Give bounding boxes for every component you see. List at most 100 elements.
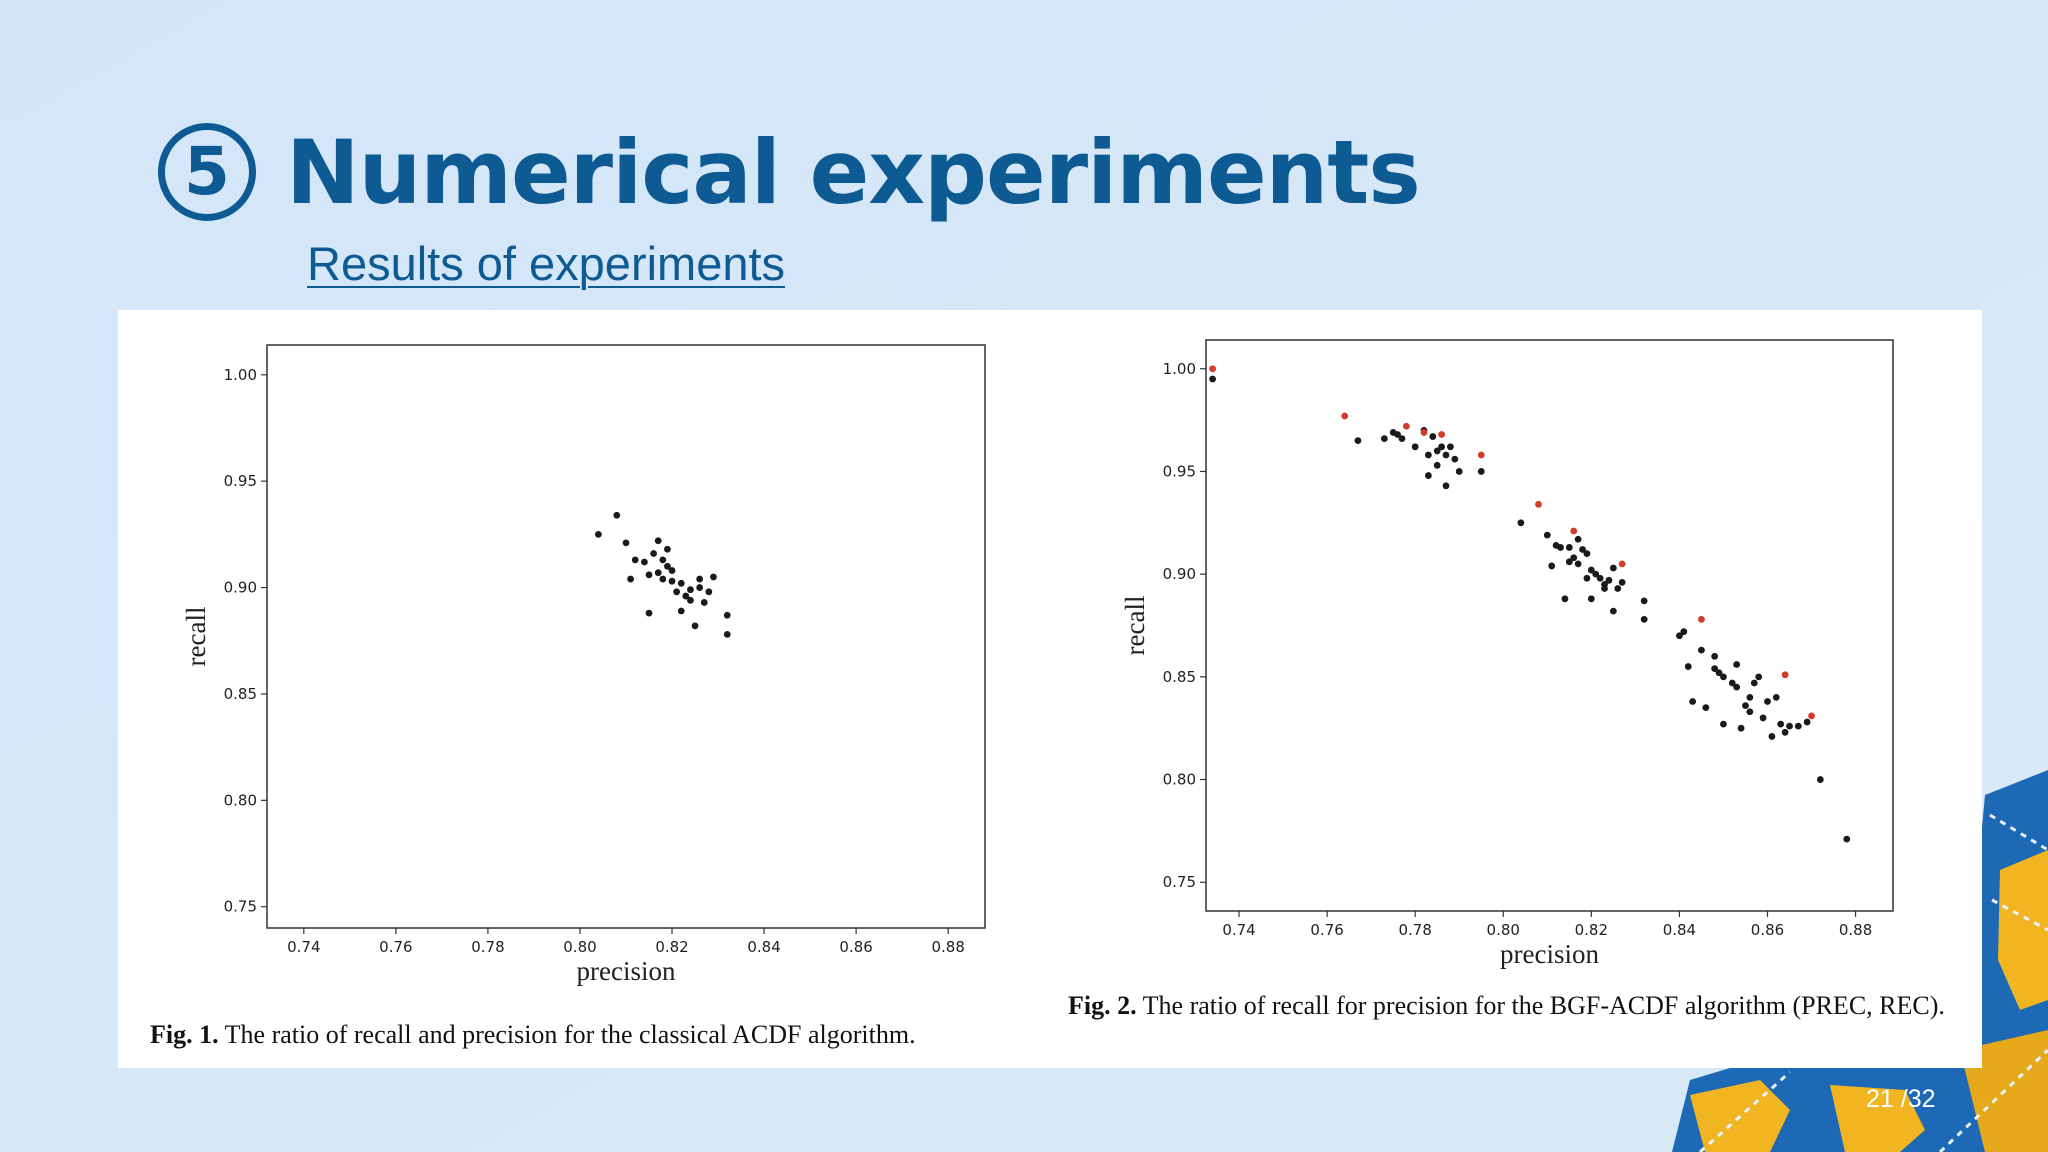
- data-point-black: [1433, 447, 1441, 455]
- x-axis-label: precision: [577, 956, 676, 986]
- data-point-black: [687, 596, 694, 604]
- data-point-black: [631, 556, 639, 564]
- chart-1: 0.74 0.76 0.78 0.80 0.82 0.84 0.86 0.88 0.75 0.80…: [181, 344, 986, 986]
- data-point-black: [696, 584, 704, 591]
- data-point-black: [1587, 595, 1595, 603]
- data-point-black: [1711, 652, 1719, 660]
- data-point-black: [1565, 544, 1573, 551]
- fig2-caption: Fig. 2. The ratio of recall for precisio…: [1068, 989, 1960, 1022]
- data-point-black: [723, 630, 731, 638]
- data-point-black: [1715, 669, 1723, 677]
- fig1-caption-text: The ratio of recall and precision for th…: [224, 1020, 916, 1049]
- data-point-black: [1583, 574, 1591, 582]
- data-point-black: [1429, 433, 1437, 440]
- data-point-black: [1477, 468, 1485, 475]
- data-point-black: [613, 511, 621, 519]
- data-point-black: [1618, 578, 1626, 586]
- data-point-black: [1816, 776, 1824, 783]
- x-tick-label: 0.76: [1310, 921, 1343, 939]
- data-point-black: [668, 567, 676, 574]
- data-point-black: [682, 592, 690, 600]
- data-point-black: [705, 588, 713, 596]
- x-tick-label: 0.78: [471, 938, 504, 956]
- data-point-black: [1609, 564, 1617, 572]
- data-point-black: [668, 577, 676, 585]
- data-point-black: [594, 530, 602, 538]
- data-point-black: [1680, 628, 1688, 636]
- data-point-black: [1786, 722, 1793, 730]
- title-text: Numerical experiments: [286, 120, 1421, 224]
- data-point-black: [1768, 733, 1776, 740]
- y-axis-label: recall: [1120, 596, 1150, 656]
- data-point-black: [673, 588, 681, 596]
- data-point-black: [654, 537, 662, 545]
- data-point-black: [696, 575, 704, 583]
- data-point-black: [1605, 576, 1613, 584]
- data-point-black: [1843, 835, 1851, 843]
- slide-title: 5 Numerical experiments: [158, 112, 1421, 232]
- subtitle-link[interactable]: Results of experiments: [307, 237, 786, 290]
- data-point-red: [1698, 615, 1705, 623]
- fig1-caption: Fig. 1. The ratio of recall and precisio…: [150, 1018, 1110, 1051]
- data-point-black: [1398, 435, 1406, 442]
- x-tick-label: 0.86: [839, 938, 872, 956]
- data-point-black: [1565, 558, 1573, 566]
- data-point-black: [1579, 546, 1586, 553]
- y-tick-label: 0.80: [224, 791, 257, 809]
- data-point-black: [1442, 451, 1450, 459]
- x-tick-label: 0.82: [1575, 921, 1608, 939]
- data-point-black: [1764, 698, 1771, 705]
- data-point-black: [1394, 431, 1401, 438]
- data-point-black: [1447, 443, 1454, 451]
- data-point-black: [641, 558, 648, 566]
- data-point-black: [1543, 531, 1551, 539]
- data-point-black: [1601, 585, 1608, 592]
- y-axis-label: recall: [181, 607, 211, 667]
- data-point-black: [691, 622, 699, 630]
- data-point-red: [1808, 712, 1815, 720]
- y-tick-label: 0.95: [1163, 462, 1196, 480]
- data-point-black: [1702, 704, 1710, 712]
- data-point-black: [1424, 451, 1432, 459]
- y-tick-label: 0.95: [224, 472, 257, 490]
- data-point-black: [723, 611, 731, 619]
- data-point-black: [1728, 679, 1736, 687]
- data-point-red: [1781, 671, 1789, 679]
- data-point-black: [1592, 570, 1600, 578]
- section-number-badge: 5: [158, 123, 256, 221]
- data-point-black: [1609, 607, 1617, 615]
- data-point-red: [1420, 429, 1428, 436]
- data-point-black: [1354, 437, 1362, 445]
- data-point-black: [1451, 455, 1459, 463]
- data-point-black: [1557, 544, 1564, 551]
- y-tick-label: 0.80: [1163, 771, 1196, 789]
- data-point-black: [622, 539, 630, 547]
- data-point-black: [677, 579, 685, 587]
- data-point-black: [1587, 566, 1595, 574]
- data-point-black: [1411, 443, 1419, 451]
- x-tick-label: 0.88: [1839, 921, 1872, 939]
- x-tick-label: 0.82: [655, 938, 688, 956]
- data-point-black: [1455, 468, 1463, 475]
- data-point-red: [1477, 451, 1485, 459]
- data-point-black: [1755, 673, 1763, 681]
- data-point-red: [1535, 500, 1542, 508]
- charts-canvas: 0.74 0.76 0.78 0.80 0.82 0.84 0.86 0.88 0.75 0.80…: [181, 339, 1894, 986]
- data-point-black: [1759, 714, 1767, 722]
- data-point-black: [1720, 673, 1727, 681]
- data-point-black: [1596, 574, 1604, 582]
- chart-2: 0.74 0.76 0.78 0.80 0.82 0.84 0.86 0.88 0.75 0.80…: [1120, 339, 1894, 969]
- data-point-black: [1711, 665, 1719, 673]
- x-tick-label: 0.78: [1398, 921, 1431, 939]
- data-point-black: [1570, 554, 1578, 562]
- data-point-black: [1561, 595, 1569, 603]
- data-point-black: [645, 571, 653, 579]
- y-tick-label: 0.75: [1163, 873, 1196, 891]
- x-tick-label: 0.86: [1751, 921, 1784, 939]
- data-point-black: [1777, 720, 1785, 728]
- figure-panel: 0.74 0.76 0.78 0.80 0.82 0.84 0.86 0.88 0.75 0.80…: [118, 310, 1982, 1068]
- data-point-red: [1402, 422, 1410, 430]
- data-point-black: [664, 545, 671, 553]
- plot-frame: [1205, 339, 1894, 912]
- data-point-black: [700, 599, 708, 606]
